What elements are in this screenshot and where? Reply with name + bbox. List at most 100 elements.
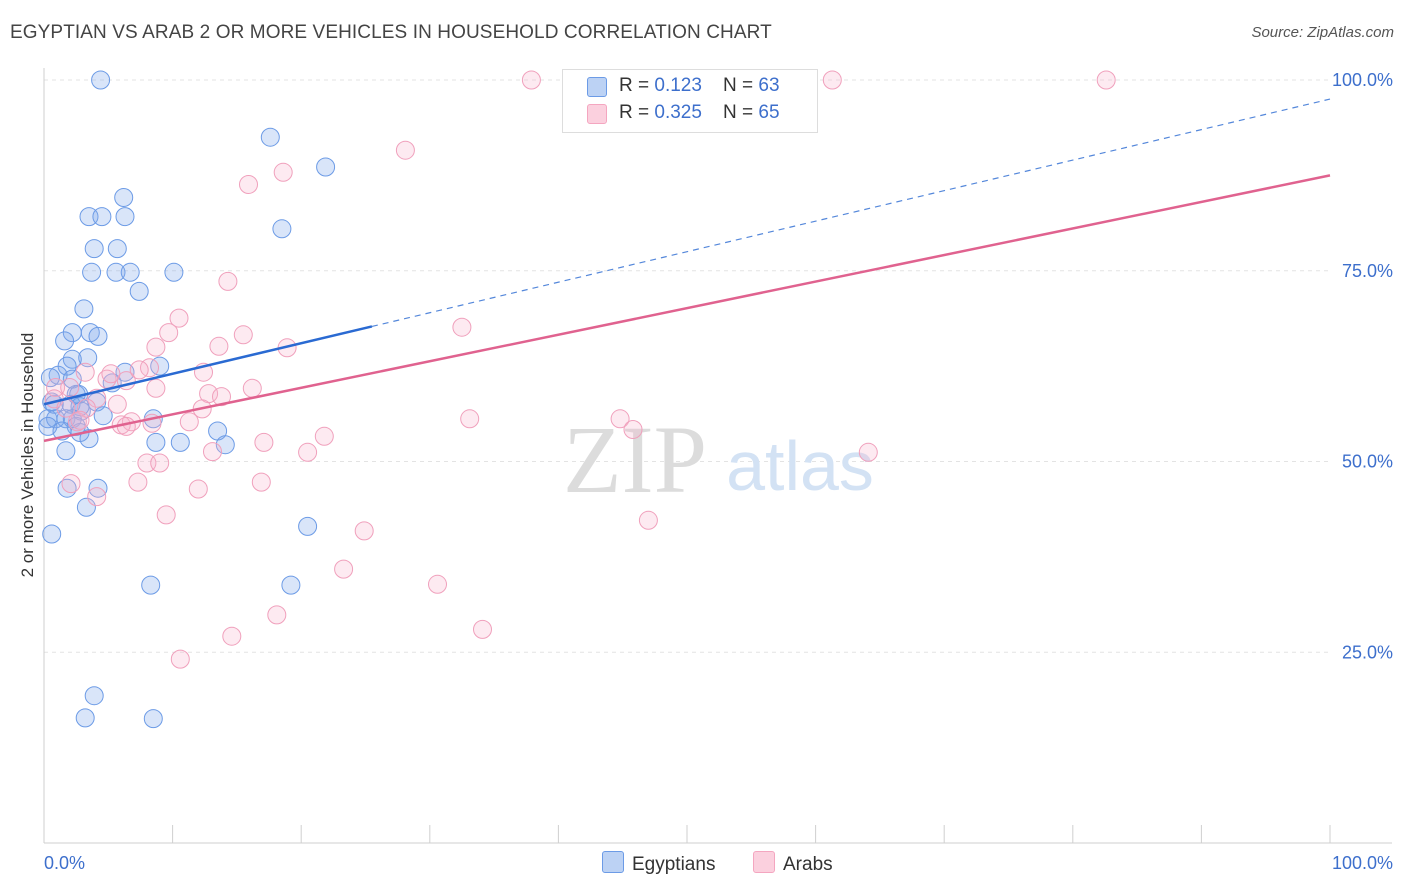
arabs-point-3	[1096, 70, 1116, 90]
egyptians-point-23	[150, 356, 170, 376]
arabs-point-33	[179, 412, 199, 432]
egyptians-point-0	[91, 70, 111, 90]
arabs-point-42	[298, 442, 318, 462]
watermark: ZIP atlas	[563, 406, 874, 513]
arabs-point-4	[395, 140, 415, 160]
arabs-point-21	[242, 378, 262, 398]
egyptians-point-58	[281, 575, 301, 595]
legend-item-egyptians[interactable]: Egyptians	[602, 851, 715, 876]
arabs-point-6	[273, 162, 293, 182]
arabs-point-39	[314, 426, 334, 446]
egyptians-point-40	[56, 409, 76, 429]
legend-egyptians-text: R = 0.123 N = 63	[619, 75, 780, 97]
egyptians-point-53	[88, 478, 108, 498]
arabs-point-50	[87, 487, 107, 507]
egyptians-point-59	[84, 686, 104, 706]
egyptians-point-2	[316, 157, 336, 177]
arabs-point-31	[460, 409, 480, 429]
egyptians-point-48	[79, 429, 99, 449]
arabs-point-5	[239, 175, 258, 194]
egyptians-point-10	[82, 262, 102, 282]
watermark-atlas: atlas	[726, 427, 874, 505]
arabs-point-49	[188, 479, 208, 499]
arabs-n-value: 65	[758, 102, 780, 123]
egyptians-point-8	[84, 239, 104, 259]
egyptians-point-56	[298, 516, 318, 536]
egyptians-point-26	[40, 368, 60, 388]
arabs-point-61	[70, 410, 90, 430]
egyptians-point-50	[170, 432, 190, 452]
arabs-point-59	[170, 649, 190, 669]
arabs-point-20	[146, 378, 166, 398]
arabs-point-2	[822, 70, 842, 90]
egyptians-r-value: 0.123	[654, 75, 702, 96]
egyptians-n-label: N =	[723, 75, 759, 96]
arabs-point-0	[521, 70, 541, 90]
legend-egyptians-swatch	[602, 851, 624, 873]
x-tick-label-min: 0.0%	[44, 853, 85, 873]
y-tick-label-50: 50.0%	[1342, 452, 1393, 472]
arabs-point-9	[169, 308, 189, 328]
egyptians-point-51	[56, 441, 76, 461]
arabs-point-58	[222, 626, 242, 646]
axes	[43, 68, 1392, 844]
legend-arabs-text: R = 0.325 N = 65	[619, 102, 780, 124]
egyptians-point-37	[93, 406, 113, 426]
arabs-point-57	[473, 619, 492, 639]
egyptians-point-25	[48, 365, 68, 385]
arabs-point-52	[638, 510, 658, 530]
arabs-point-56	[428, 574, 447, 594]
egyptians-point-13	[164, 262, 184, 282]
egyptians-point-14	[129, 281, 149, 301]
tick-labels: 25.0% 50.0% 75.0% 100.0% 0.0% 100.0%	[44, 70, 1393, 873]
arabs-point-41	[203, 442, 222, 462]
y-tick-label-100: 100.0%	[1332, 70, 1393, 90]
egyptians-point-60	[75, 708, 95, 728]
egyptians-point-43	[38, 416, 58, 436]
arabs-point-30	[76, 398, 96, 418]
arabs-point-28	[107, 394, 127, 414]
arabs-point-11	[233, 325, 253, 345]
legend-item-arabs[interactable]: Arabs	[753, 851, 833, 876]
legend-arabs-swatch	[753, 851, 775, 873]
arabs-point-17	[75, 362, 95, 382]
egyptians-point-12	[120, 262, 140, 282]
arabs-swatch	[587, 104, 607, 124]
x-tick-label-max: 100.0%	[1332, 853, 1393, 873]
egyptians-point-39	[46, 409, 66, 429]
arabs-point-51	[156, 505, 176, 525]
egyptians-point-1	[260, 127, 280, 147]
arabs-point-47	[251, 472, 271, 492]
arabs-point-46	[128, 472, 148, 492]
egyptians-swatch	[587, 77, 607, 97]
arabs-point-45	[150, 453, 170, 473]
y-tick-label-25: 25.0%	[1342, 642, 1393, 662]
watermark-zip: ZIP	[563, 406, 707, 513]
egyptians-point-49	[146, 432, 166, 452]
arabs-point-54	[267, 605, 287, 625]
egyptians-point-55	[42, 524, 62, 544]
egyptians-trendline-extension	[371, 98, 1331, 328]
arabs-point-62	[101, 364, 121, 384]
arabs-r-label: R =	[619, 102, 655, 123]
arabs-point-38	[623, 420, 643, 439]
arabs-point-32	[610, 409, 630, 429]
egyptians-r-label: R =	[619, 75, 655, 96]
arabs-point-64	[129, 360, 149, 380]
arabs-point-12	[209, 336, 229, 356]
stats-legend: R = 0.123 N = 63 R = 0.325 N = 65	[562, 69, 818, 133]
arabs-point-25	[212, 387, 231, 407]
arabs-point-40	[254, 432, 274, 452]
arabs-point-53	[354, 521, 374, 541]
gridlines	[44, 79, 1330, 653]
arabs-points	[44, 70, 1116, 669]
egyptians-point-57	[141, 575, 161, 595]
arabs-point-10	[159, 323, 179, 343]
arabs-point-43	[858, 442, 878, 462]
y-tick-label-75: 75.0%	[1342, 261, 1393, 281]
egyptians-point-61	[143, 709, 163, 729]
arabs-point-23	[60, 378, 80, 397]
egyptians-trendline	[43, 325, 373, 406]
chart-title: EGYPTIAN VS ARAB 2 OR MORE VEHICLES IN H…	[10, 22, 772, 43]
